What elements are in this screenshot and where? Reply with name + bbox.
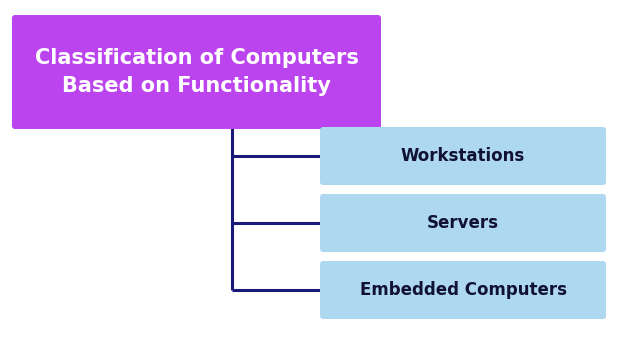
FancyBboxPatch shape [320, 127, 606, 185]
FancyBboxPatch shape [320, 261, 606, 319]
Text: Classification of Computers
Based on Functionality: Classification of Computers Based on Fun… [35, 48, 358, 96]
FancyBboxPatch shape [320, 194, 606, 252]
Text: Embedded Computers: Embedded Computers [359, 281, 567, 299]
Text: Servers: Servers [427, 214, 499, 232]
FancyBboxPatch shape [12, 15, 381, 129]
Text: Workstations: Workstations [401, 147, 525, 165]
